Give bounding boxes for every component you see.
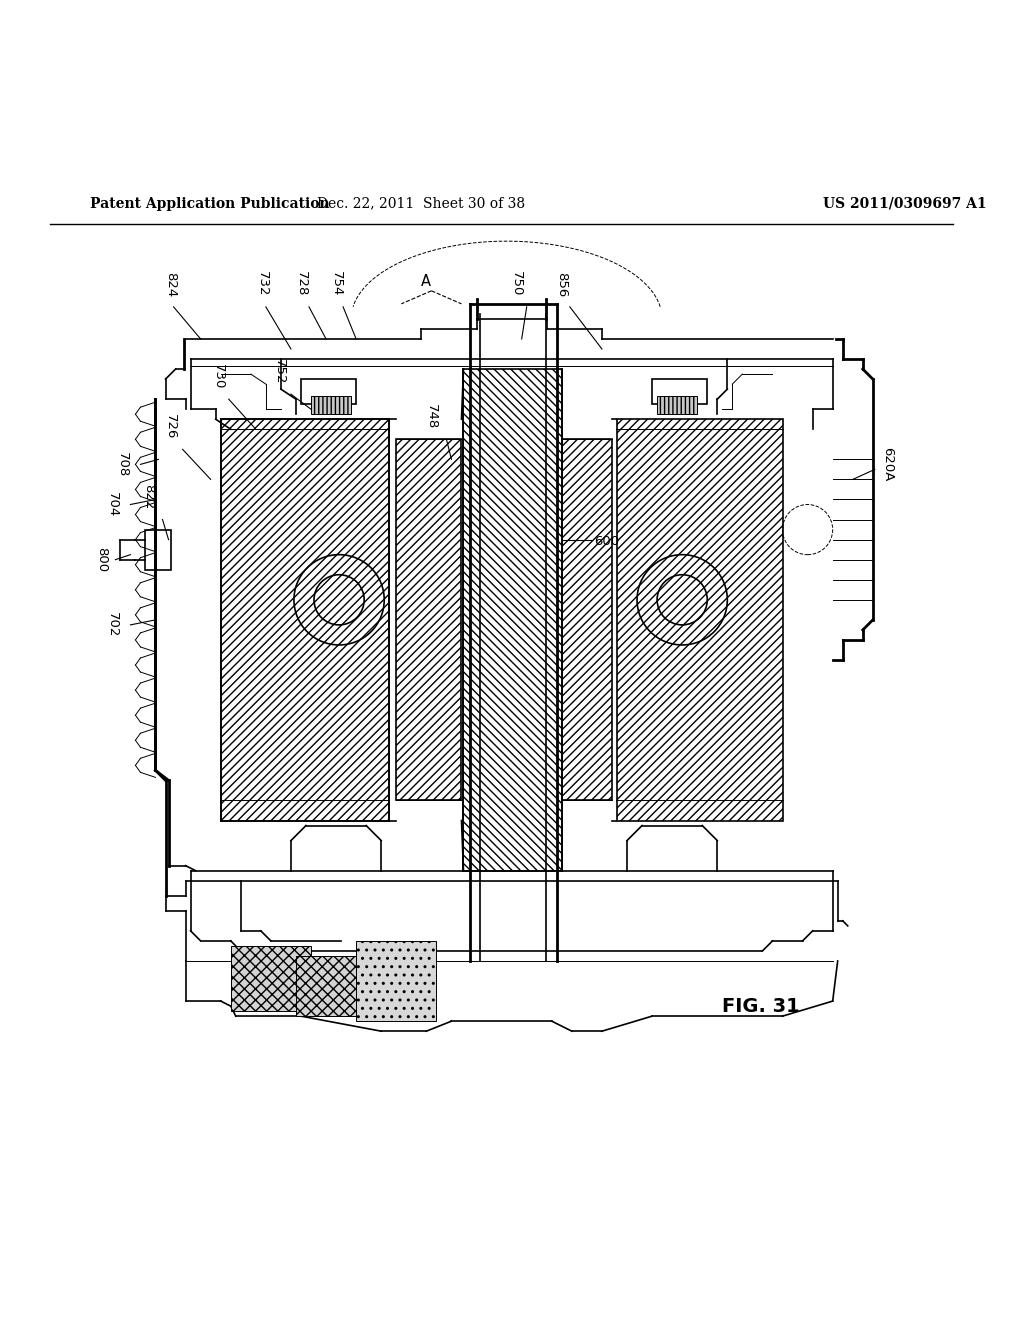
Bar (396, 440, 462, 800)
Bar (301, 379, 356, 404)
Bar (311, 396, 351, 414)
Text: 856: 856 (555, 272, 568, 297)
Text: A: A (421, 273, 431, 289)
Text: 754: 754 (330, 272, 343, 297)
Bar (221, 420, 389, 821)
Text: 728: 728 (295, 272, 307, 297)
Bar (145, 529, 171, 570)
Bar (652, 379, 708, 404)
Text: 752: 752 (272, 359, 286, 384)
Bar (356, 941, 436, 1022)
Text: FIG. 31: FIG. 31 (722, 997, 800, 1015)
Bar (230, 946, 311, 1011)
Bar (562, 440, 612, 800)
Text: 822: 822 (142, 484, 155, 510)
Text: 824: 824 (164, 272, 177, 297)
Text: 600: 600 (594, 535, 620, 548)
Text: 750: 750 (510, 272, 523, 297)
Bar (296, 956, 361, 1016)
Bar (464, 370, 562, 871)
Text: 620A: 620A (881, 447, 894, 482)
Text: Dec. 22, 2011  Sheet 30 of 38: Dec. 22, 2011 Sheet 30 of 38 (317, 197, 525, 210)
Bar (657, 396, 697, 414)
Text: 800: 800 (95, 546, 109, 573)
Text: 748: 748 (425, 404, 438, 429)
Text: 704: 704 (105, 492, 119, 517)
Text: 732: 732 (256, 272, 269, 297)
Text: 708: 708 (116, 451, 128, 477)
Text: 702: 702 (105, 612, 119, 638)
Text: 730: 730 (212, 364, 225, 389)
Text: 726: 726 (164, 414, 177, 440)
Text: Patent Application Publication: Patent Application Publication (90, 197, 330, 210)
Bar (617, 420, 782, 821)
Text: US 2011/0309697 A1: US 2011/0309697 A1 (822, 197, 986, 210)
